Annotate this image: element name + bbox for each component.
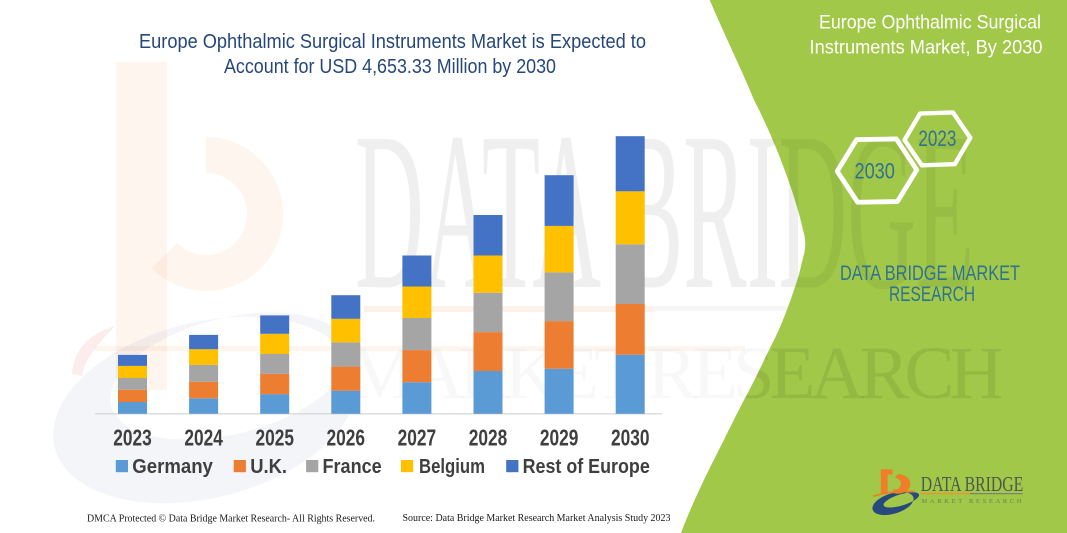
svg-text:Rest of Europe: Rest of Europe [523,456,650,478]
svg-text:2030: 2030 [611,425,650,451]
svg-text:Instruments Market, By 2030: Instruments Market, By 2030 [810,37,1043,59]
svg-text:2028: 2028 [469,425,508,451]
svg-text:Account for USD 4,653.33 Milli: Account for USD 4,653.33 Million by 2030 [224,56,556,78]
svg-text:DATA BRIDGE: DATA BRIDGE [921,472,1024,496]
svg-text:2026: 2026 [327,425,366,451]
svg-text:2023: 2023 [113,425,152,451]
svg-text:Source: Data Bridge Market Res: Source: Data Bridge Market Research Mark… [403,512,671,524]
svg-text:2027: 2027 [398,425,437,451]
svg-text:2029: 2029 [540,425,579,451]
svg-text:DATA BRIDGE MARKET: DATA BRIDGE MARKET [840,262,1020,285]
svg-text:2023: 2023 [918,126,956,151]
svg-text:2030: 2030 [854,158,895,183]
svg-text:MARKET RESEARCH: MARKET RESEARCH [922,498,1022,505]
svg-text:U.K.: U.K. [250,456,287,478]
svg-text:Germany: Germany [132,456,213,478]
svg-text:Europe Ophthalmic Surgical: Europe Ophthalmic Surgical [819,12,1041,34]
svg-text:RESEARCH: RESEARCH [889,283,975,306]
svg-text:DMCA Protected © Data Bridge M: DMCA Protected © Data Bridge Market Rese… [87,514,375,525]
svg-text:France: France [323,456,382,478]
svg-text:Europe Ophthalmic Surgical Ins: Europe Ophthalmic Surgical Instruments M… [139,31,646,53]
svg-text:2024: 2024 [184,425,223,451]
svg-text:2025: 2025 [255,425,294,451]
svg-text:Belgium: Belgium [419,456,485,478]
